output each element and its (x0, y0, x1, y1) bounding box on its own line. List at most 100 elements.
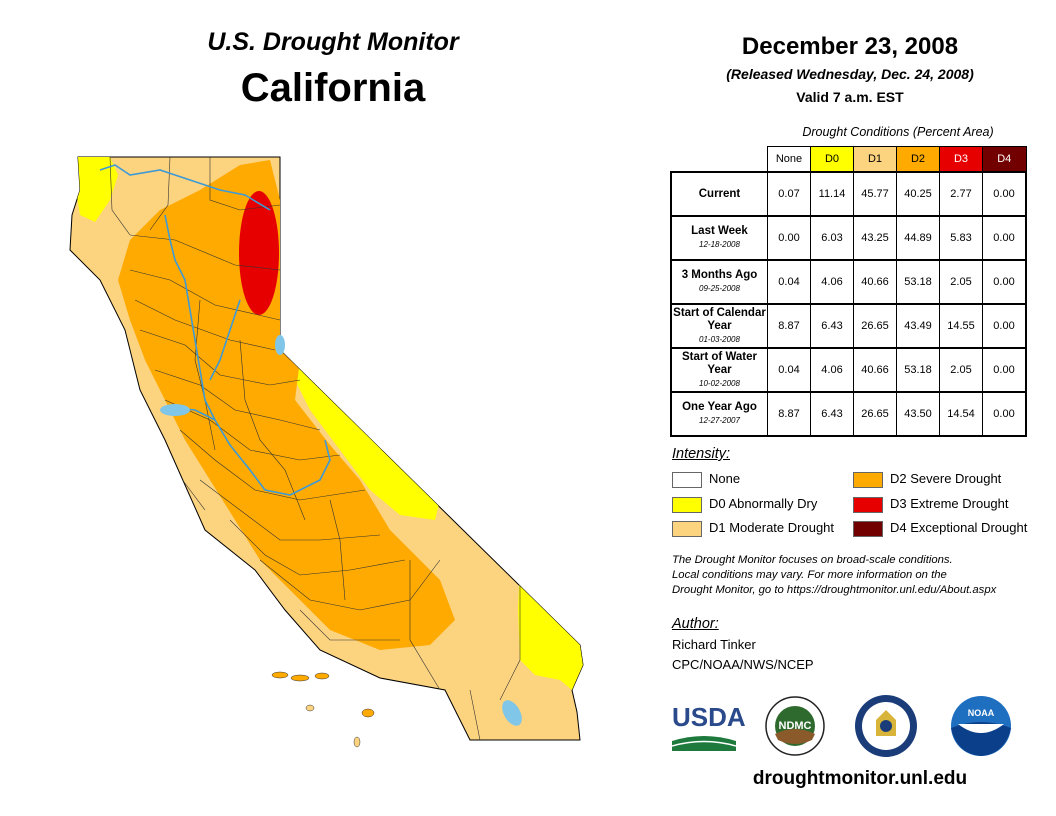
legend-swatch (853, 496, 883, 513)
footer-url[interactable]: droughtmonitor.unl.edu (752, 768, 968, 789)
row-label-date: 01-03-2008 (699, 334, 740, 344)
table-cell: 0.07 (767, 171, 811, 217)
table-cell: 6.43 (810, 303, 854, 349)
state-name: California (240, 66, 426, 110)
table-cell: 0.00 (982, 391, 1027, 437)
legend-item-d1: D1 Moderate Drought (672, 519, 834, 537)
valid-time: Valid 7 a.m. EST (796, 89, 904, 105)
table-cell: 0.00 (982, 215, 1027, 261)
table-cell: 45.77 (853, 171, 897, 217)
legend-swatch (853, 520, 883, 537)
legend-title: Intensity: (672, 446, 731, 462)
row-label: Start of Water Year 10-02-2008 (670, 347, 768, 393)
ndmc-logo: NDMC (765, 696, 825, 756)
table-row-current: Current 0.07 11.14 45.77 40.25 2.77 0.00 (670, 171, 1027, 217)
channel-islands (271, 671, 375, 748)
row-label-text: Last Week (691, 225, 748, 237)
author-title: Author: (672, 616, 719, 632)
noaa-logo: NOAA (951, 696, 1011, 756)
d3-area-northeast (239, 191, 279, 315)
table-cell: 5.83 (939, 215, 983, 261)
note-line: The Drought Monitor focuses on broad-sca… (672, 554, 953, 566)
table-cell: 6.43 (810, 391, 854, 437)
row-label-text: Start of Calendar Year (673, 306, 766, 332)
row-label: 3 Months Ago 09-25-2008 (670, 259, 768, 305)
table-cell: 14.55 (939, 303, 983, 349)
drought-conditions-table: None D0 D1 D2 D3 D4 Current 0.07 11.14 4… (670, 146, 1027, 437)
row-label-date: 09-25-2008 (699, 284, 740, 293)
table-header-row: None D0 D1 D2 D3 D4 (671, 146, 1027, 173)
col-header-d2: D2 (896, 146, 940, 173)
table-cell: 0.04 (767, 347, 811, 393)
table-cell: 53.18 (896, 347, 940, 393)
table-cell: 43.49 (896, 303, 940, 349)
monitor-title: U.S. Drought Monitor (207, 28, 459, 56)
table-row-water-year: Start of Water Year 10-02-2008 0.04 4.06 … (670, 347, 1027, 393)
table-row-calendar-year: Start of Calendar Year 01-03-2008 8.87 6.… (670, 303, 1027, 349)
table-cell: 0.00 (982, 303, 1027, 349)
row-label-text: One Year Ago (682, 401, 757, 413)
table-cell: 0.04 (767, 259, 811, 305)
table-cell: 40.25 (896, 171, 940, 217)
legend-swatch (672, 520, 702, 537)
rivers (99, 164, 331, 496)
usda-logo: USDA (672, 702, 746, 751)
ndmc-logo-text: NDMC (779, 720, 812, 732)
table-cell: 0.00 (767, 215, 811, 261)
table-cell: 43.25 (853, 215, 897, 261)
table-cell: 40.66 (853, 347, 897, 393)
table-corner (671, 147, 768, 173)
legend-label: D2 Severe Drought (890, 471, 1002, 486)
row-label-text: Start of Water Year (682, 350, 757, 376)
release-note: (Released Wednesday, Dec. 24, 2008) (726, 66, 974, 82)
row-label-text: 3 Months Ago (681, 269, 758, 281)
note-line: Drought Monitor, go to https://droughtmo… (672, 584, 997, 596)
table-cell: 43.50 (896, 391, 940, 437)
row-label: Start of Calendar Year 01-03-2008 (670, 303, 768, 349)
author-name: Richard Tinker (672, 637, 756, 652)
table-cell: 8.87 (767, 303, 811, 349)
d2-area-central (118, 160, 455, 650)
legend-swatch (672, 496, 702, 513)
col-header-d1: D1 (853, 146, 897, 173)
table-cell: 26.65 (853, 303, 897, 349)
table-row-3-months: 3 Months Ago 09-25-2008 0.04 4.06 40.66 5… (670, 259, 1027, 305)
disclaimer-note: The Drought Monitor focuses on broad-sca… (672, 553, 1042, 598)
california-drought-map (69, 156, 584, 748)
table-caption: Drought Conditions (Percent Area) (802, 125, 994, 139)
lake-tahoe (275, 335, 285, 355)
table-cell: 44.89 (896, 215, 940, 261)
table-cell: 2.77 (939, 171, 983, 217)
legend-label: D4 Exceptional Drought (890, 520, 1028, 535)
usda-hills-icon (672, 736, 736, 751)
table-cell: 26.65 (853, 391, 897, 437)
d0-area-east-sierra (290, 360, 440, 520)
row-label: Last Week 12-18-2008 (670, 215, 768, 261)
table-cell: 0.00 (982, 259, 1027, 305)
table-cell: 40.66 (853, 259, 897, 305)
legend-item-d0: D0 Abnormally Dry (672, 495, 817, 513)
table-row-last-week: Last Week 12-18-2008 0.00 6.03 43.25 44.8… (670, 215, 1027, 261)
table-cell: 0.00 (982, 171, 1027, 217)
d0-area-northwest (76, 157, 118, 222)
row-label-date: 12-18-2008 (699, 240, 740, 249)
table-row-one-year: One Year Ago 12-27-2007 8.87 6.43 26.65 4… (670, 391, 1027, 437)
author-org: CPC/NOAA/NWS/NCEP (672, 657, 814, 672)
legend-item-d3: D3 Extreme Drought (853, 495, 1009, 513)
row-label-date: 12-27-2007 (699, 416, 740, 425)
table-cell: 6.03 (810, 215, 854, 261)
legend-label: D3 Extreme Drought (890, 496, 1009, 511)
table-cell: 14.54 (939, 391, 983, 437)
noaa-logo-text: NOAA (968, 708, 995, 718)
table-cell: 11.14 (810, 171, 854, 217)
col-header-d4: D4 (982, 146, 1027, 173)
row-label-text: Current (698, 187, 741, 200)
county-lines (109, 157, 521, 740)
col-header-none: None (767, 146, 811, 173)
table-cell: 4.06 (810, 259, 854, 305)
legend-label: D1 Moderate Drought (709, 520, 835, 535)
table-cell: 2.05 (939, 347, 983, 393)
table-cell: 4.06 (810, 347, 854, 393)
salton-sea (502, 700, 522, 726)
usda-logo-text: USDA (672, 702, 746, 732)
